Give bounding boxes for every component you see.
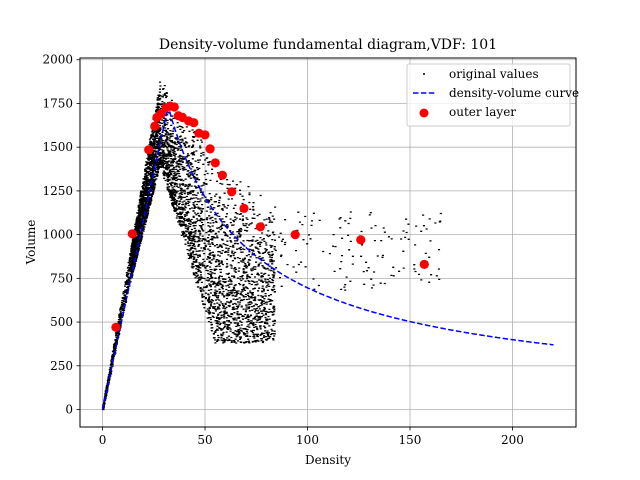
outer-layer-point: [356, 235, 366, 245]
legend-outer-label: outer layer: [449, 105, 516, 119]
x-axis-ticks: 0 50 100 150 200: [99, 427, 524, 447]
y-tick-label: 250: [50, 359, 73, 373]
y-tick-label: 500: [50, 315, 73, 329]
outer-layer-point: [111, 322, 121, 332]
y-tick-label: 1250: [42, 184, 73, 198]
x-tick-label: 150: [399, 433, 422, 447]
x-tick-label: 200: [501, 433, 524, 447]
x-tick-label: 0: [99, 433, 107, 447]
chart-title: Density-volume fundamental diagram,VDF: …: [159, 37, 497, 53]
grid: [80, 58, 576, 427]
legend-original-label: original values: [449, 67, 539, 81]
y-tick-label: 1500: [42, 140, 73, 154]
legend-curve-label: density-volume curve: [449, 86, 579, 100]
x-axis-label: Density: [305, 453, 351, 467]
outer-layer-series: [111, 101, 429, 332]
outer-layer-point: [200, 130, 210, 140]
outer-layer-point: [150, 121, 160, 131]
outer-layer-point: [255, 222, 265, 232]
outer-layer-point: [156, 109, 166, 119]
density-volume-curve-line: [101, 105, 554, 410]
outer-layer-point: [227, 187, 237, 197]
x-tick-label: 100: [296, 433, 319, 447]
y-tick-label: 0: [65, 403, 73, 417]
outer-layer-point: [169, 102, 179, 112]
outer-layer-point: [127, 229, 137, 239]
outer-layer-point: [239, 203, 249, 213]
legend-frame: [406, 63, 571, 127]
y-tick-label: 2000: [42, 53, 73, 67]
outer-layer-point: [210, 158, 220, 168]
density-volume-curve-series: [101, 105, 554, 410]
outer-layer-point: [144, 145, 154, 155]
outer-layer-point: [205, 144, 215, 154]
outer-layer-point: [189, 118, 199, 128]
x-tick-label: 50: [197, 433, 212, 447]
y-tick-label: 750: [50, 271, 73, 285]
y-axis-label: Volume: [24, 220, 38, 266]
outer-layer-point: [290, 230, 300, 240]
legend-outer-marker: [419, 108, 429, 118]
y-axis-ticks: 0 250 500 750 1000 1250 1500 1750 2000: [42, 53, 80, 417]
outer-layer-point: [217, 170, 227, 180]
outer-layer-point: [419, 259, 429, 269]
legend: original values density-volume curve out…: [406, 63, 579, 127]
plot-frame: [79, 57, 577, 428]
legend-original-marker: [423, 73, 425, 75]
y-tick-label: 1750: [42, 96, 73, 110]
y-tick-label: 1000: [42, 228, 73, 242]
